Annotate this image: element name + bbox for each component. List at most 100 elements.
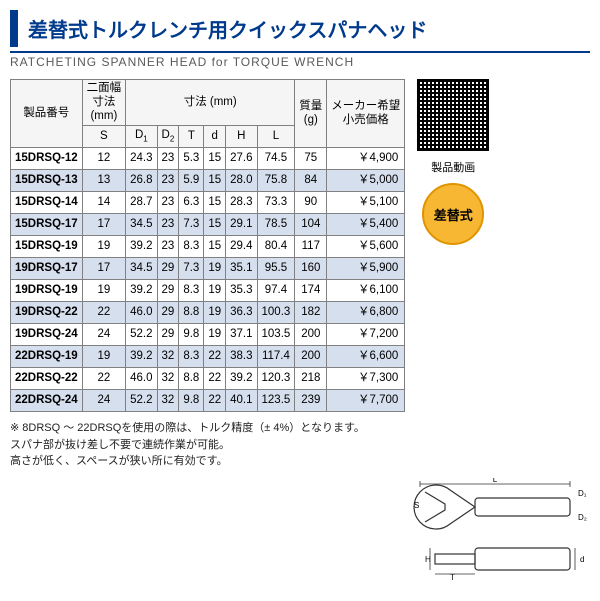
table-cell: 15DRSQ-17	[11, 214, 83, 236]
note-line-3: 高さが低く、スペースが狭い所に有効です。	[10, 453, 590, 470]
table-row: 15DRSQ-121224.3235.31527.674.575￥4,900	[11, 148, 405, 170]
table-cell: ￥6,800	[327, 302, 405, 324]
qr-label: 製品動画	[431, 159, 475, 175]
table-cell: 17	[82, 258, 126, 280]
table-cell: 22	[204, 390, 226, 412]
dim-L: L	[493, 478, 498, 484]
table-row: 22DRSQ-191939.2328.32238.3117.4200￥6,600	[11, 346, 405, 368]
table-cell: ￥5,000	[327, 170, 405, 192]
table-row: 19DRSQ-191939.2298.31935.397.4174￥6,100	[11, 280, 405, 302]
table-cell: 40.1	[226, 390, 257, 412]
table-row: 19DRSQ-222246.0298.81936.3100.3182￥6,800	[11, 302, 405, 324]
table-cell: 239	[295, 390, 327, 412]
table-cell: 32	[157, 390, 179, 412]
table-cell: 90	[295, 192, 327, 214]
table-cell: ￥7,700	[327, 390, 405, 412]
table-cell: 26.8	[126, 170, 157, 192]
table-row: 19DRSQ-242452.2299.81937.1103.5200￥7,200	[11, 324, 405, 346]
table-cell: 75.8	[257, 170, 295, 192]
table-cell: 73.3	[257, 192, 295, 214]
table-cell: 22DRSQ-19	[11, 346, 83, 368]
dim-D1: D₁	[578, 489, 587, 498]
table-cell: 19	[204, 324, 226, 346]
table-cell: 117	[295, 236, 327, 258]
table-cell: 7.3	[179, 258, 204, 280]
table-row: 15DRSQ-171734.5237.31529.178.5104￥5,400	[11, 214, 405, 236]
table-cell: 23	[157, 214, 179, 236]
table-cell: 9.8	[179, 324, 204, 346]
table-cell: 218	[295, 368, 327, 390]
table-cell: 120.3	[257, 368, 295, 390]
table-cell: 36.3	[226, 302, 257, 324]
table-cell: 95.5	[257, 258, 295, 280]
table-cell: 6.3	[179, 192, 204, 214]
table-cell: 8.3	[179, 236, 204, 258]
table-cell: ￥5,900	[327, 258, 405, 280]
subcol-d: d	[204, 126, 226, 148]
table-cell: 8.8	[179, 302, 204, 324]
table-cell: 15	[204, 236, 226, 258]
table-cell: 29	[157, 302, 179, 324]
table-cell: 74.5	[257, 148, 295, 170]
table-cell: 29	[157, 258, 179, 280]
table-cell: 27.6	[226, 148, 257, 170]
table-cell: 37.1	[226, 324, 257, 346]
col-price: メーカー希望 小売価格	[327, 80, 405, 148]
subcol-h: H	[226, 126, 257, 148]
table-cell: 29.4	[226, 236, 257, 258]
page-subtitle: RATCHETING SPANNER HEAD for TORQUE WRENC…	[10, 55, 590, 69]
table-cell: ￥4,900	[327, 148, 405, 170]
spec-table: 製品番号 二面幅 寸法 (mm) 寸法 (mm) 質量 (g) メーカー希望 小…	[10, 79, 405, 412]
table-cell: 24.3	[126, 148, 157, 170]
table-cell: 123.5	[257, 390, 295, 412]
page-title: 差替式トルクレンチ用クイックスパナヘッド	[28, 10, 427, 47]
table-cell: 39.2	[126, 346, 157, 368]
subcol-d1: D1	[126, 126, 157, 148]
table-cell: 13	[82, 170, 126, 192]
note-line-2: スパナ部が抜け差し不要で連続作業が可能。	[10, 437, 590, 454]
dim-D2: D₂	[578, 513, 587, 522]
table-cell: 104	[295, 214, 327, 236]
table-cell: ￥5,600	[327, 236, 405, 258]
table-cell: 32	[157, 346, 179, 368]
dim-d-small: d	[580, 555, 584, 564]
table-cell: 29	[157, 324, 179, 346]
table-cell: 8.3	[179, 280, 204, 302]
subcol-d2: D2	[157, 126, 179, 148]
table-cell: 5.9	[179, 170, 204, 192]
table-cell: 200	[295, 346, 327, 368]
table-cell: 117.4	[257, 346, 295, 368]
table-cell: 23	[157, 236, 179, 258]
table-cell: 15DRSQ-14	[11, 192, 83, 214]
table-cell: 34.5	[126, 214, 157, 236]
table-cell: 80.4	[257, 236, 295, 258]
table-row: 22DRSQ-242452.2329.82240.1123.5239￥7,700	[11, 390, 405, 412]
table-cell: 22DRSQ-22	[11, 368, 83, 390]
table-cell: ￥5,400	[327, 214, 405, 236]
table-cell: 15DRSQ-12	[11, 148, 83, 170]
table-cell: 24	[82, 390, 126, 412]
table-cell: 29	[157, 280, 179, 302]
table-cell: ￥5,100	[327, 192, 405, 214]
table-cell: 19DRSQ-19	[11, 280, 83, 302]
table-cell: 19DRSQ-22	[11, 302, 83, 324]
table-cell: 97.4	[257, 280, 295, 302]
table-cell: 5.3	[179, 148, 204, 170]
table-cell: 8.8	[179, 368, 204, 390]
table-cell: 32	[157, 368, 179, 390]
table-cell: ￥7,200	[327, 324, 405, 346]
table-cell: 160	[295, 258, 327, 280]
table-cell: 22	[204, 368, 226, 390]
table-cell: 23	[157, 192, 179, 214]
table-cell: 17	[82, 214, 126, 236]
table-cell: 28.0	[226, 170, 257, 192]
table-cell: 52.2	[126, 390, 157, 412]
table-cell: 15DRSQ-13	[11, 170, 83, 192]
table-cell: 22	[82, 368, 126, 390]
table-cell: 19	[82, 346, 126, 368]
col-mass: 質量 (g)	[295, 80, 327, 148]
table-cell: 28.7	[126, 192, 157, 214]
table-cell: 52.2	[126, 324, 157, 346]
note-line-1: ※ 8DRSQ ～ 22DRSQを使用の際は、トルク精度（± 4%）となります。	[10, 420, 590, 437]
table-cell: 7.3	[179, 214, 204, 236]
